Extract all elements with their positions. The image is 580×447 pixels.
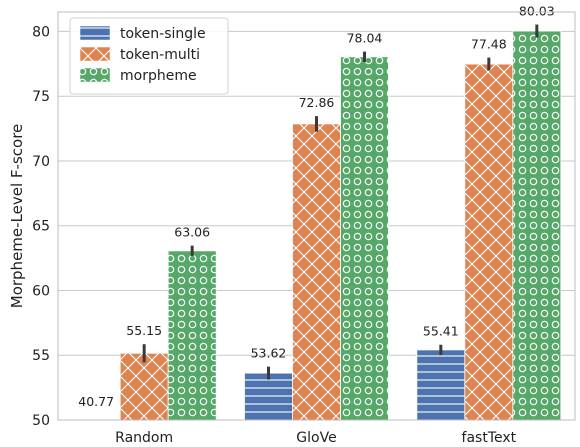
y-tick-label: 60 <box>32 283 50 299</box>
data-label: 53.62 <box>251 346 287 361</box>
y-axis-label: Morpheme-Level F-score <box>8 124 26 309</box>
data-label: 80.03 <box>519 4 555 19</box>
legend-label-token-single: token-single <box>120 26 206 42</box>
plot-frame <box>57 11 576 421</box>
data-label: 40.77 <box>78 394 114 409</box>
y-tick-label: 65 <box>32 219 50 235</box>
bar-token-single-GloVe <box>244 372 293 421</box>
bar-token-multi-Random <box>119 352 169 421</box>
bar-morpheme-Random <box>167 250 217 421</box>
bar-morpheme-fastText <box>512 30 562 421</box>
x-tick-label: GloVe <box>296 430 336 446</box>
y-tick-label: 70 <box>32 154 50 170</box>
axes: 50 55 60 65 70 75 80 Morpheme-Level F-score Rand… <box>8 11 576 446</box>
data-label: 63.06 <box>174 225 210 240</box>
legend-swatch-token-single <box>79 25 111 41</box>
y-tick-label: 50 <box>32 413 50 429</box>
y-tick-label: 75 <box>32 89 50 105</box>
legend-swatch-morpheme <box>79 67 111 83</box>
legend-label-morpheme: morpheme <box>120 68 197 84</box>
bar-token-multi-fastText <box>464 63 514 421</box>
x-tick-label: Random <box>115 430 173 446</box>
x-tick-label: fastText <box>462 430 517 446</box>
data-label: 77.48 <box>471 37 507 52</box>
legend-label-token-multi: token-multi <box>120 47 200 63</box>
bar-token-single-fastText <box>416 349 466 421</box>
legend: token-single token-multi morpheme <box>69 17 229 95</box>
bars <box>119 24 562 421</box>
bar-morpheme-GloVe <box>340 56 389 421</box>
data-label: 55.15 <box>126 323 162 338</box>
data-labels: 40.77 55.15 63.06 53.62 72.86 78.04 55.41 77.48… <box>78 4 554 409</box>
y-tick-label: 55 <box>32 348 50 364</box>
y-tick-label: 80 <box>32 24 50 40</box>
data-label: 72.86 <box>299 95 335 110</box>
bar-token-multi-GloVe <box>292 123 341 421</box>
data-label: 55.41 <box>423 324 459 339</box>
data-label: 78.04 <box>347 31 383 46</box>
legend-swatch-token-multi <box>79 46 111 62</box>
